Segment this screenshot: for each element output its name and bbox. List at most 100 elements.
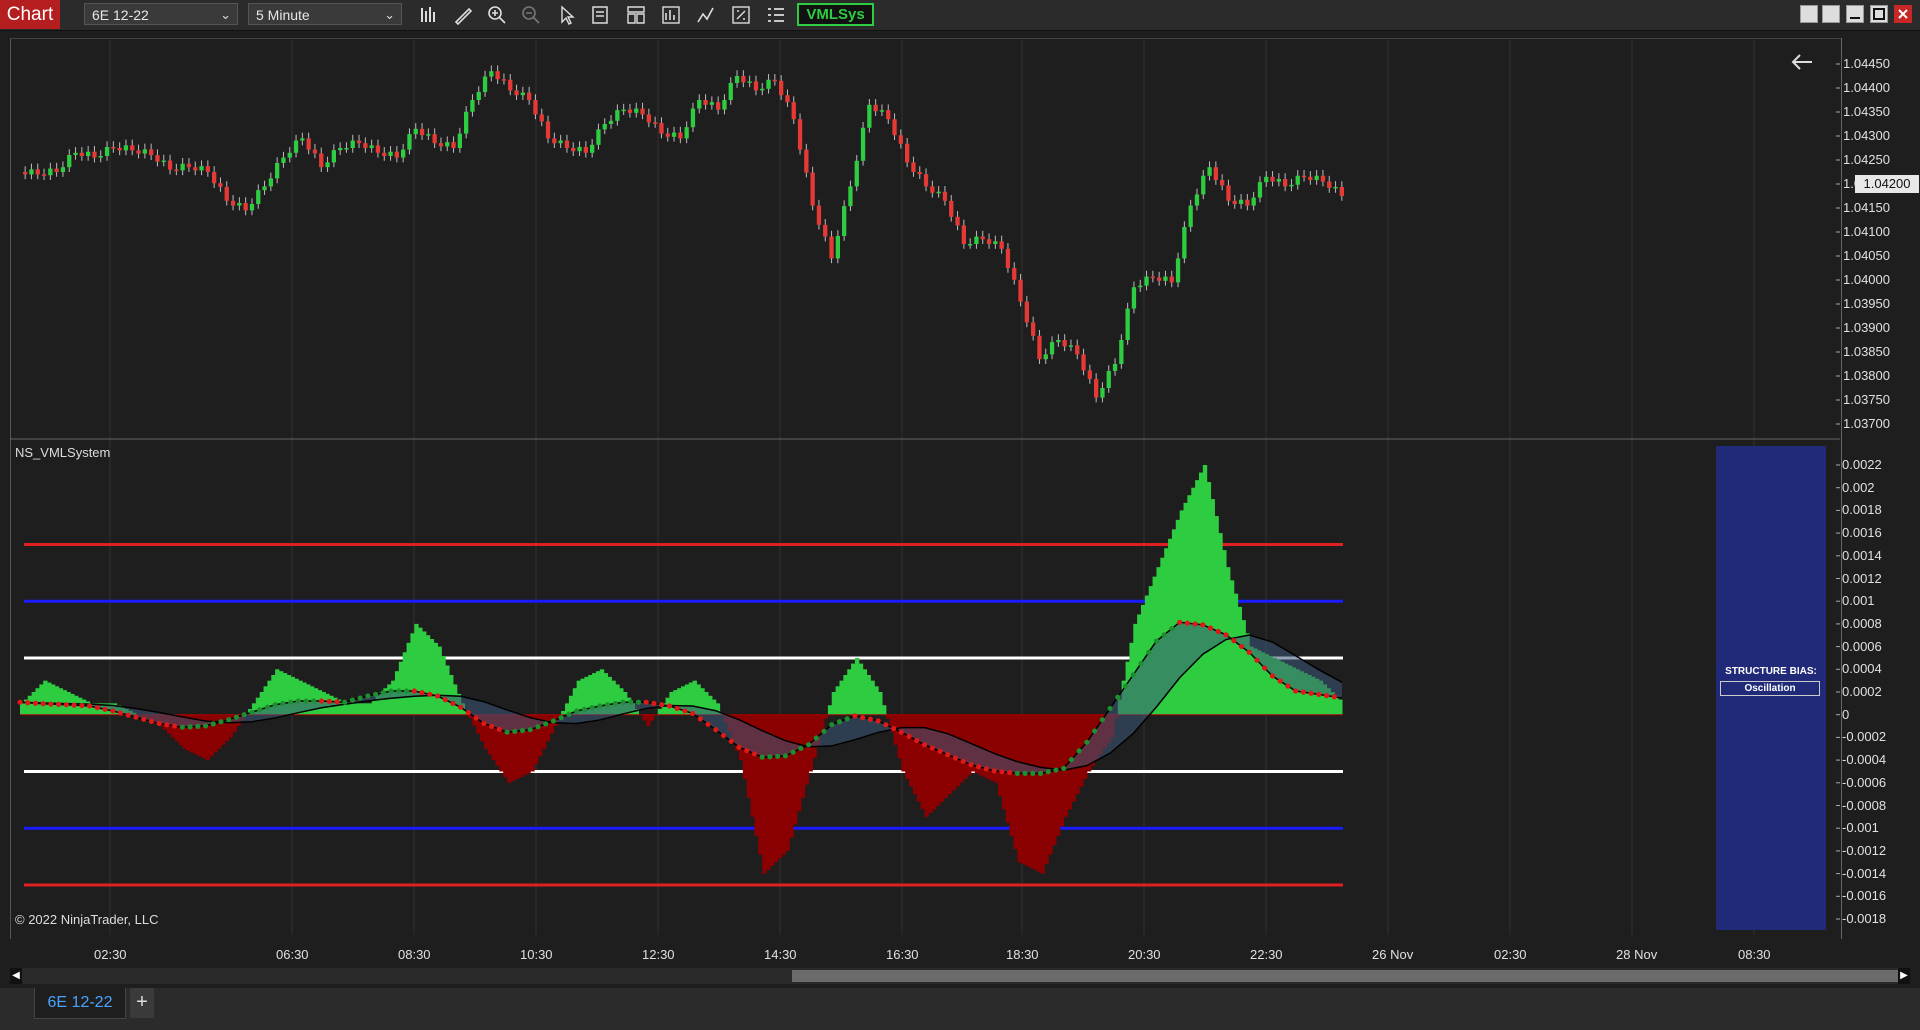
signal-dot: [110, 708, 116, 714]
tab-6e-12-22[interactable]: 6E 12-22: [34, 988, 126, 1019]
histogram-bar: [576, 680, 581, 715]
histogram-bar: [599, 669, 605, 715]
candle-body: [344, 148, 349, 150]
chart-window-label[interactable]: Chart: [0, 0, 60, 29]
signal-dot: [465, 710, 471, 716]
minimize-button[interactable]: [1846, 5, 1864, 23]
histogram-bar: [862, 669, 868, 715]
candle-body: [92, 151, 97, 158]
data-box-icon[interactable]: [590, 4, 612, 26]
signal-dot: [527, 727, 533, 733]
candle-body: [533, 100, 538, 115]
signal-dot: [744, 747, 750, 754]
signal-dot: [720, 732, 727, 739]
signal-dot: [1092, 728, 1098, 734]
signal-dot: [1293, 688, 1299, 694]
indicator-tick-label: -0.0006: [1842, 774, 1887, 790]
strategies-icon[interactable]: [660, 4, 682, 26]
histogram-bar: [1311, 676, 1316, 715]
candle-body: [911, 162, 916, 172]
indicators-icon[interactable]: [695, 4, 717, 26]
histogram-bar: [541, 714, 547, 749]
candle-body: [470, 100, 475, 112]
add-tab-button[interactable]: +: [130, 988, 154, 1018]
signal-band: [20, 622, 1342, 774]
chart-trader-icon[interactable]: [765, 4, 787, 26]
histogram-bar: [1133, 623, 1138, 715]
candle-body: [149, 149, 154, 156]
templates-icon[interactable]: [625, 4, 647, 26]
histogram-bar: [201, 714, 207, 759]
signal-dot: [1146, 649, 1152, 655]
candle-body: [835, 236, 840, 259]
horizontal-scrollbar[interactable]: ◀ ▶: [10, 968, 1910, 984]
close-button[interactable]: [1894, 5, 1912, 23]
candle-body: [1081, 354, 1086, 371]
candle-body: [249, 204, 255, 211]
tile-window-button[interactable]: [1800, 5, 1818, 23]
histogram-bar: [1206, 482, 1212, 715]
draw-tool-icon[interactable]: [452, 4, 474, 26]
histogram-bar: [858, 663, 864, 715]
candle-body: [1251, 197, 1256, 206]
histogram-bar: [851, 663, 856, 715]
candle-body: [690, 108, 696, 128]
candle-body: [728, 82, 733, 100]
histogram-bar: [766, 714, 771, 870]
histogram-bar: [1210, 499, 1215, 715]
signal-dot: [1053, 767, 1059, 773]
time-tick-label: 12:30: [642, 947, 675, 962]
histogram-bar: [1017, 714, 1022, 863]
scroll-right-icon[interactable]: ▶: [1898, 968, 1910, 984]
histogram-bar: [1032, 714, 1038, 870]
histogram-bar: [275, 669, 280, 715]
candle-body: [508, 79, 513, 91]
instrument-selector[interactable]: 6E 12-22 ⌄: [84, 3, 238, 25]
time-tick-label: 22:30: [1250, 947, 1283, 962]
price-tick-label: 1.04000: [1843, 272, 1890, 287]
candle-body: [489, 71, 494, 77]
candle-body: [123, 145, 129, 151]
bar-type-icon[interactable]: [418, 4, 440, 26]
candle-body: [577, 146, 582, 152]
price-tick-label: 1.03700: [1843, 416, 1890, 431]
restore-layout-button[interactable]: [1822, 5, 1840, 23]
interval-selector[interactable]: 5 Minute ⌄: [248, 3, 402, 25]
histogram-bar: [905, 714, 910, 780]
candle-body: [1213, 167, 1218, 180]
histogram-bar: [20, 703, 25, 715]
signal-dot: [968, 762, 974, 768]
candle-body: [1175, 258, 1181, 283]
signal-dot: [1308, 690, 1314, 696]
back-arrow-icon[interactable]: [1790, 52, 1814, 72]
scroll-left-icon[interactable]: ◀: [10, 968, 22, 984]
histogram-bar: [990, 714, 995, 781]
signal-dot: [999, 769, 1005, 775]
candle-body: [445, 142, 450, 147]
signal-dot: [56, 701, 62, 707]
pointer-icon[interactable]: [556, 4, 578, 26]
maximize-button[interactable]: [1870, 5, 1888, 23]
candle-body: [350, 140, 355, 148]
signal-dot: [272, 702, 278, 708]
candle-body: [1194, 194, 1200, 206]
histogram-bar: [1055, 714, 1061, 836]
scroll-thumb[interactable]: [792, 970, 1902, 982]
zoom-in-icon[interactable]: [486, 4, 508, 26]
histogram-bar: [263, 686, 268, 715]
indicator-tick-label: 0.0014: [1842, 547, 1882, 563]
zoom-out-icon[interactable]: [520, 4, 542, 26]
indicator-tick-label: 0.0012: [1842, 570, 1882, 586]
candle-body: [917, 172, 922, 175]
indicator-tick-label: 0.002: [1842, 479, 1875, 495]
properties-icon[interactable]: [730, 4, 752, 26]
indicator-tick-label: -0.0004: [1842, 752, 1887, 768]
vmlsys-button[interactable]: VMLSys: [797, 3, 874, 26]
histogram-bar: [711, 699, 717, 715]
signal-dot: [1207, 625, 1214, 631]
histogram-bar: [762, 714, 767, 874]
signal-dot: [141, 716, 147, 722]
histogram-bar: [483, 714, 489, 749]
histogram-bar: [592, 673, 597, 715]
